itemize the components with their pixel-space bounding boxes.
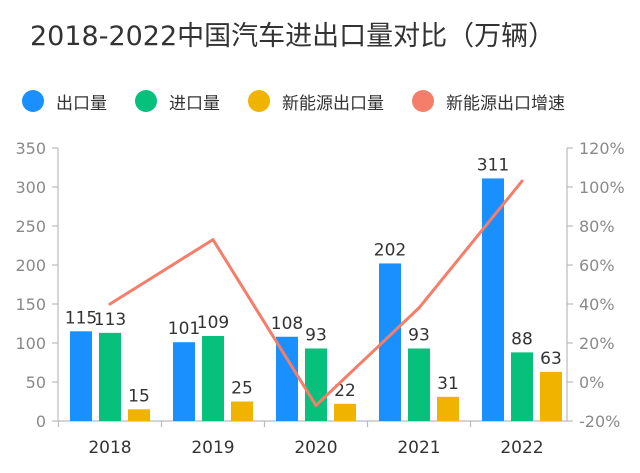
bar-value-label: 25 xyxy=(231,379,253,399)
bar-value-label: 22 xyxy=(334,381,356,401)
legend-item-import[interactable]: 进口量 xyxy=(135,89,220,114)
bar-2-2020 xyxy=(334,403,356,421)
bar-value-label: 93 xyxy=(305,325,327,345)
y-right-tick-label: 80% xyxy=(579,217,615,236)
y-left-tick-label: 200 xyxy=(15,256,46,275)
legend-dot-nev-export xyxy=(248,90,270,112)
y-left-tick-label: 100 xyxy=(15,334,46,353)
x-category-label: 2018 xyxy=(88,438,131,458)
y-right-tick-label: 20% xyxy=(579,334,615,353)
bar-value-label: 88 xyxy=(511,329,533,349)
chart-legend: 出口量 进口量 新能源出口量 新能源出口增速 xyxy=(22,88,565,114)
bar-2-2021 xyxy=(437,396,459,421)
legend-item-export[interactable]: 出口量 xyxy=(22,89,107,114)
x-category-label: 2022 xyxy=(500,438,543,458)
legend-dot-export xyxy=(22,90,44,112)
bar-value-label: 202 xyxy=(374,240,406,260)
bar-0-2018 xyxy=(70,331,92,421)
growth-point-2020 xyxy=(314,403,318,407)
bar-1-2022 xyxy=(511,352,533,421)
bar-0-2021 xyxy=(379,263,401,421)
bar-2-2018 xyxy=(128,409,150,421)
bar-value-label: 15 xyxy=(128,386,150,406)
y-left-tick-label: 350 xyxy=(15,139,46,158)
bar-value-label: 63 xyxy=(540,349,562,369)
growth-point-2022 xyxy=(520,179,524,183)
bar-value-label: 108 xyxy=(271,314,303,334)
legend-label-import: 进口量 xyxy=(169,93,220,114)
y-right-tick-label: 0% xyxy=(579,373,604,392)
y-left-tick-label: 0 xyxy=(36,412,46,431)
growth-point-2019 xyxy=(211,238,215,242)
bar-1-2018 xyxy=(99,332,121,421)
y-right-tick-label: 100% xyxy=(579,178,625,197)
legend-label-export: 出口量 xyxy=(56,93,107,114)
y-right-tick-label: 120% xyxy=(579,139,625,158)
bar-value-label: 101 xyxy=(168,319,200,339)
bar-value-label: 109 xyxy=(197,313,229,333)
y-left-tick-label: 50 xyxy=(26,373,46,392)
legend-dot-nev-growth xyxy=(412,90,434,112)
bar-value-label: 113 xyxy=(94,310,126,330)
bar-value-label: 93 xyxy=(408,325,430,345)
bar-0-2019 xyxy=(173,342,195,421)
x-category-label: 2019 xyxy=(191,438,234,458)
legend-label-nev-growth: 新能源出口增速 xyxy=(446,93,565,114)
legend-dot-import xyxy=(135,90,157,112)
chart-title: 2018-2022中国汽车进出口量对比（万辆） xyxy=(30,21,556,52)
bar-value-label: 31 xyxy=(437,374,459,394)
y-left-tick-label: 150 xyxy=(15,295,46,314)
y-right-tick-label: 40% xyxy=(579,295,615,314)
x-category-label: 2020 xyxy=(294,438,337,458)
y-left-tick-label: 300 xyxy=(15,178,46,197)
x-category-label: 2021 xyxy=(397,438,440,458)
bar-2-2019 xyxy=(231,401,253,421)
growth-point-2018 xyxy=(108,302,112,306)
bar-value-label: 115 xyxy=(65,308,97,328)
bar-1-2021 xyxy=(408,348,430,421)
legend-item-nev-growth[interactable]: 新能源出口增速 xyxy=(412,89,565,114)
y-left-tick-label: 250 xyxy=(15,217,46,236)
bar-2-2022 xyxy=(540,371,562,421)
y-right-tick-label: -20% xyxy=(579,412,620,431)
legend-item-nev-export[interactable]: 新能源出口量 xyxy=(248,89,384,114)
y-right-tick-label: 60% xyxy=(579,256,615,275)
bar-0-2022 xyxy=(482,178,504,421)
bar-0-2020 xyxy=(276,336,298,421)
bar-1-2019 xyxy=(202,335,224,421)
bar-value-label: 311 xyxy=(477,155,509,175)
legend-label-nev-export: 新能源出口量 xyxy=(282,93,384,114)
growth-point-2021 xyxy=(417,306,421,310)
bar-1-2020 xyxy=(305,348,327,421)
